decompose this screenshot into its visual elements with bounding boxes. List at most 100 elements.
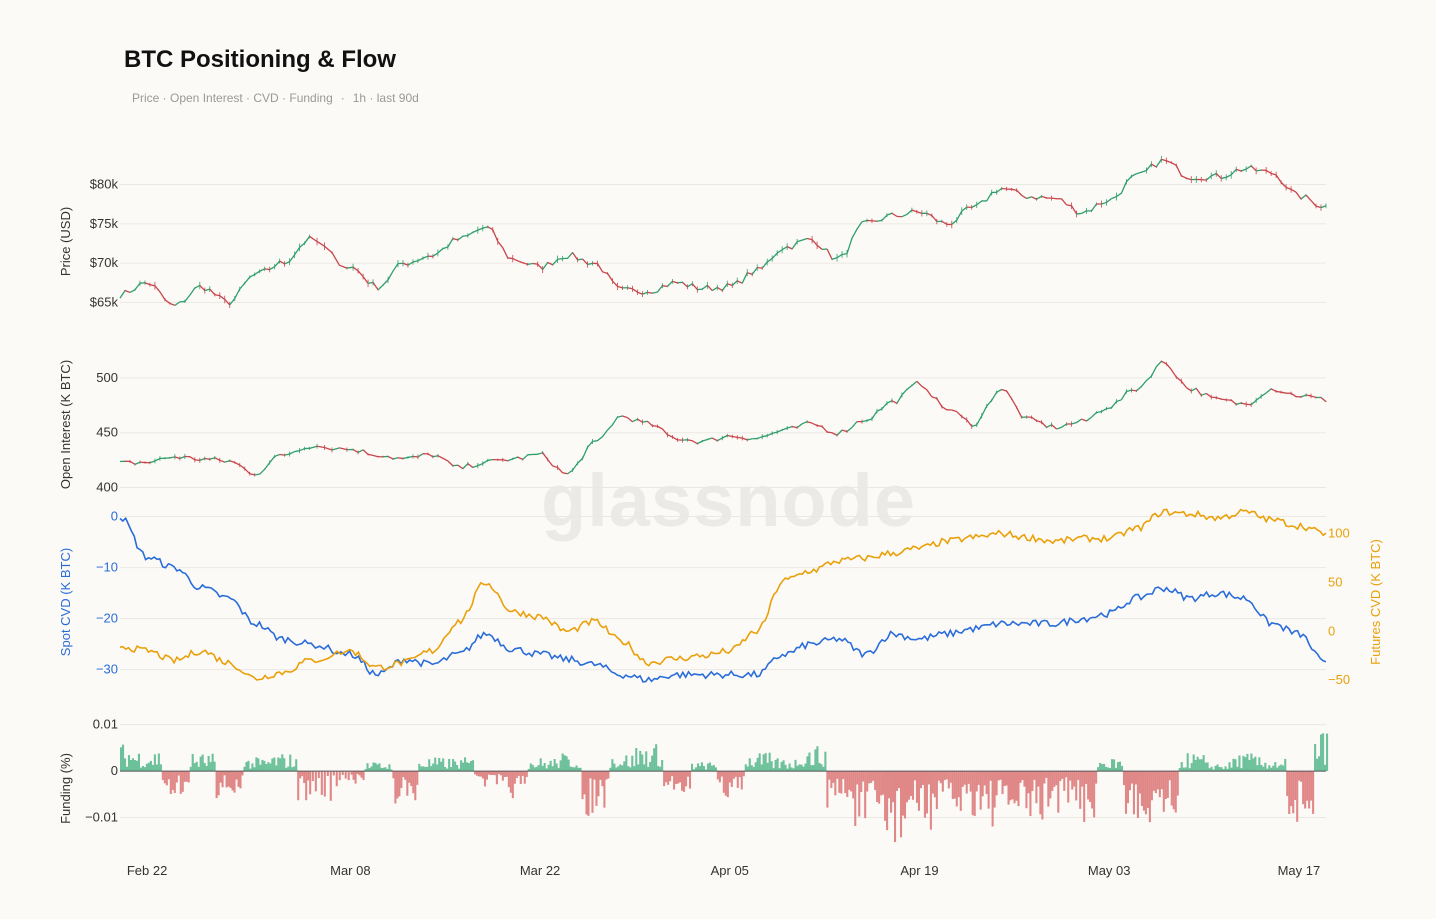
candle-segment xyxy=(762,435,768,438)
candle-segment xyxy=(761,261,768,269)
candle-segment xyxy=(647,420,653,427)
funding-bar xyxy=(686,771,690,777)
funding-bar xyxy=(1023,771,1026,787)
candle-segment xyxy=(1026,196,1032,200)
candle-segment xyxy=(1141,169,1147,173)
funding-bar xyxy=(816,746,819,772)
candle-segment xyxy=(254,270,261,275)
funding-bar xyxy=(410,771,413,787)
funding-bar xyxy=(332,771,335,776)
funding-bar xyxy=(1029,771,1032,817)
funding-bar xyxy=(1292,771,1295,814)
candle-segment xyxy=(597,436,603,442)
funding-bar xyxy=(1224,766,1227,772)
funding-bar xyxy=(1122,771,1126,786)
candle-segment xyxy=(284,261,290,265)
candle-segment xyxy=(766,258,773,263)
candle-segment xyxy=(742,437,748,441)
funding-bar xyxy=(229,771,232,788)
y-axis-title: Price (USD) xyxy=(58,207,73,276)
funding-bar xyxy=(259,764,262,772)
funding-bar xyxy=(792,768,795,772)
funding-bar xyxy=(131,758,135,772)
funding-bar xyxy=(1174,771,1177,813)
funding-bar xyxy=(127,755,131,772)
funding-bar xyxy=(718,771,721,783)
funding-bar xyxy=(493,771,496,776)
funding-bar xyxy=(422,766,425,772)
funding-bar xyxy=(533,767,536,772)
funding-bar xyxy=(191,754,194,772)
candle-segment xyxy=(437,455,444,459)
funding-bar xyxy=(623,761,626,772)
candle-segment xyxy=(467,231,474,237)
funding-bar xyxy=(888,771,891,799)
funding-bar xyxy=(615,767,618,772)
candle-segment xyxy=(642,291,648,295)
funding-bar xyxy=(760,764,763,772)
y-tick-label: 500 xyxy=(96,370,118,385)
candle-segment xyxy=(1185,386,1192,392)
funding-bar xyxy=(551,766,554,772)
funding-bar xyxy=(543,762,546,772)
subtitle-resolution: 1h · last 90d xyxy=(352,91,419,105)
candle-segment xyxy=(512,456,518,460)
funding-bar xyxy=(692,769,696,772)
funding-bar xyxy=(561,753,564,772)
funding-bar xyxy=(495,771,498,785)
candle-segment xyxy=(721,434,728,439)
candle-segment xyxy=(876,219,883,222)
candle-segment xyxy=(1016,407,1023,418)
spot-cvd-line xyxy=(119,516,1327,683)
candle-segment xyxy=(1300,394,1307,398)
funding-bar xyxy=(824,751,827,772)
funding-bar xyxy=(517,771,520,776)
candle-segment xyxy=(492,229,499,242)
funding-bar xyxy=(523,771,526,784)
funding-bar xyxy=(1089,771,1092,802)
funding-bar xyxy=(854,771,857,827)
funding-bar xyxy=(770,761,773,772)
funding-bar xyxy=(894,771,897,843)
funding-bar xyxy=(297,771,300,801)
candle-segment xyxy=(901,389,908,396)
candle-segment xyxy=(906,384,913,390)
candle-segment xyxy=(1186,177,1192,181)
funding-bar xyxy=(366,763,369,772)
funding-bar xyxy=(392,771,395,779)
funding-bar xyxy=(1274,762,1277,772)
candle-segment xyxy=(577,457,584,464)
funding-bar xyxy=(597,771,600,797)
candle-segment xyxy=(1006,390,1013,400)
funding-bar xyxy=(1212,769,1215,772)
funding-bar xyxy=(953,771,956,799)
funding-bar xyxy=(420,766,423,772)
candle-segment xyxy=(866,418,873,422)
subtitle-metrics: Price · Open Interest · CVD · Funding xyxy=(132,91,333,105)
funding-bar xyxy=(876,771,879,802)
funding-bar xyxy=(1180,762,1183,772)
funding-bar xyxy=(1136,771,1139,818)
candle-segment xyxy=(382,279,389,286)
funding-bar xyxy=(1083,771,1086,822)
funding-bar xyxy=(305,771,308,801)
candle-segment xyxy=(851,228,858,239)
candle-segment xyxy=(732,435,738,439)
candle-segment xyxy=(717,437,723,442)
funding-bar xyxy=(1232,758,1235,772)
funding-bar xyxy=(828,771,831,780)
funding-bar xyxy=(450,767,453,772)
candle-segment xyxy=(1021,194,1027,200)
funding-bar xyxy=(454,761,457,772)
y-tick-label-left: −10 xyxy=(96,560,118,575)
funding-bar xyxy=(762,754,765,772)
funding-bar xyxy=(239,771,242,789)
candle-segment xyxy=(1110,401,1117,409)
candle-segment xyxy=(776,249,783,254)
y-axis-title-left: Spot CVD (K BTC) xyxy=(58,548,73,656)
funding-bar xyxy=(1204,762,1207,772)
funding-bar xyxy=(1079,771,1082,809)
funding-bar xyxy=(722,771,725,793)
candle-segment xyxy=(477,227,484,231)
